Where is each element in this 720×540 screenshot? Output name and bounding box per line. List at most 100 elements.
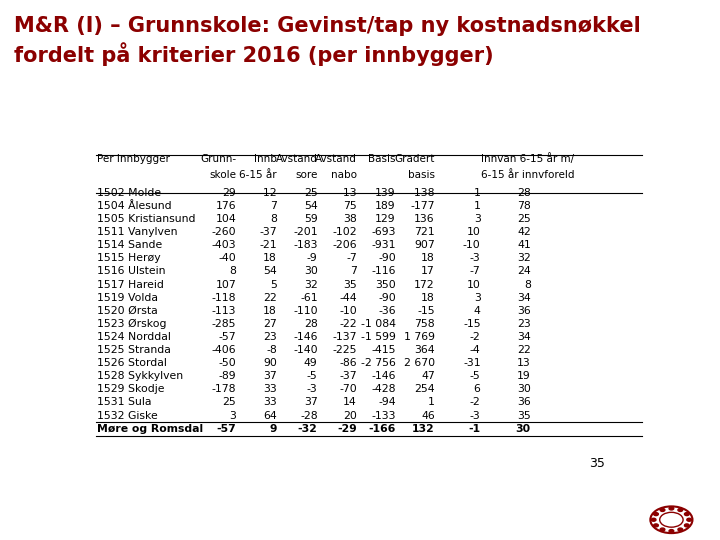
Text: 189: 189	[375, 201, 396, 211]
Text: 30: 30	[517, 384, 531, 394]
Text: -178: -178	[212, 384, 236, 394]
Text: -40: -40	[218, 253, 236, 264]
Text: 1 769: 1 769	[404, 332, 435, 342]
Text: Gradert: Gradert	[395, 154, 435, 164]
Text: -285: -285	[212, 319, 236, 329]
Text: 24: 24	[517, 266, 531, 276]
Text: -403: -403	[212, 240, 236, 250]
Text: 1511 Vanylven: 1511 Vanylven	[96, 227, 177, 237]
Text: 30: 30	[304, 266, 318, 276]
Text: -9: -9	[307, 253, 318, 264]
Circle shape	[654, 524, 658, 527]
Text: 38: 38	[343, 214, 356, 224]
Text: 3: 3	[230, 410, 236, 421]
Text: 1504 Ålesund: 1504 Ålesund	[96, 201, 171, 211]
Text: -5: -5	[307, 371, 318, 381]
Text: 37: 37	[304, 397, 318, 407]
Text: -86: -86	[339, 358, 356, 368]
Text: 23: 23	[517, 319, 531, 329]
Text: -2: -2	[470, 332, 481, 342]
Text: 28: 28	[517, 188, 531, 198]
Text: 176: 176	[215, 201, 236, 211]
Circle shape	[654, 512, 658, 516]
Text: 107: 107	[215, 280, 236, 289]
Text: KS: KS	[616, 513, 634, 526]
Circle shape	[678, 509, 683, 511]
Text: 18: 18	[264, 253, 277, 264]
Text: 1514 Sande: 1514 Sande	[96, 240, 162, 250]
Text: 34: 34	[517, 332, 531, 342]
Text: 758: 758	[414, 319, 435, 329]
Text: -3: -3	[470, 410, 481, 421]
Text: -15: -15	[463, 319, 481, 329]
Text: 8: 8	[230, 266, 236, 276]
Text: 172: 172	[414, 280, 435, 289]
Text: 1517 Hareid: 1517 Hareid	[96, 280, 163, 289]
Text: 1516 Ulstein: 1516 Ulstein	[96, 266, 165, 276]
Text: 9: 9	[269, 423, 277, 434]
Text: 7: 7	[270, 201, 277, 211]
Text: 1526 Stordal: 1526 Stordal	[96, 358, 166, 368]
Text: -57: -57	[217, 423, 236, 434]
Text: 35: 35	[590, 457, 606, 470]
Text: -931: -931	[372, 240, 396, 250]
Text: sore: sore	[295, 171, 318, 180]
Text: -1 084: -1 084	[361, 319, 396, 329]
Text: -44: -44	[339, 293, 356, 302]
Text: 1523 Ørskog: 1523 Ørskog	[96, 319, 166, 329]
Text: -10: -10	[339, 306, 356, 316]
Text: 78: 78	[517, 201, 531, 211]
Text: -2 756: -2 756	[361, 358, 396, 368]
Text: 64: 64	[264, 410, 277, 421]
Text: -8: -8	[266, 345, 277, 355]
Text: 13: 13	[517, 358, 531, 368]
Text: Basis: Basis	[369, 154, 396, 164]
Text: 4: 4	[474, 306, 481, 316]
Text: -31: -31	[463, 358, 481, 368]
Text: 46: 46	[421, 410, 435, 421]
Circle shape	[660, 528, 665, 531]
Text: -57: -57	[219, 332, 236, 342]
Text: 10: 10	[467, 227, 481, 237]
Text: 907: 907	[414, 240, 435, 250]
Text: -3: -3	[307, 384, 318, 394]
Text: -183: -183	[293, 240, 318, 250]
Circle shape	[669, 530, 674, 532]
Text: 10: 10	[467, 280, 481, 289]
Text: 20: 20	[343, 410, 356, 421]
Text: 5: 5	[270, 280, 277, 289]
Text: -2: -2	[470, 397, 481, 407]
Text: 19: 19	[517, 371, 531, 381]
Text: 18: 18	[421, 253, 435, 264]
Text: -693: -693	[372, 227, 396, 237]
Text: -137: -137	[332, 332, 356, 342]
Text: -36: -36	[378, 306, 396, 316]
Text: -61: -61	[300, 293, 318, 302]
Text: -15: -15	[417, 306, 435, 316]
Text: 25: 25	[222, 397, 236, 407]
Text: 254: 254	[414, 384, 435, 394]
Text: -118: -118	[212, 293, 236, 302]
Text: -225: -225	[332, 345, 356, 355]
Text: 2 670: 2 670	[404, 358, 435, 368]
Text: 54: 54	[304, 201, 318, 211]
Text: 59: 59	[304, 214, 318, 224]
Text: -4: -4	[470, 345, 481, 355]
Text: 104: 104	[215, 214, 236, 224]
Text: 49: 49	[304, 358, 318, 368]
Text: 6-15 år innvforeld: 6-15 år innvforeld	[481, 171, 574, 180]
Text: 29: 29	[222, 188, 236, 198]
Text: 25: 25	[517, 214, 531, 224]
Text: -29: -29	[337, 423, 356, 434]
Text: 364: 364	[414, 345, 435, 355]
Text: -1: -1	[469, 423, 481, 434]
Text: 41: 41	[517, 240, 531, 250]
Text: -7: -7	[470, 266, 481, 276]
Text: -140: -140	[293, 345, 318, 355]
Text: 1524 Norddal: 1524 Norddal	[96, 332, 171, 342]
Text: -50: -50	[218, 358, 236, 368]
Text: -146: -146	[372, 371, 396, 381]
Text: 1529 Skodje: 1529 Skodje	[96, 384, 164, 394]
Text: 30: 30	[516, 423, 531, 434]
Text: -21: -21	[259, 240, 277, 250]
